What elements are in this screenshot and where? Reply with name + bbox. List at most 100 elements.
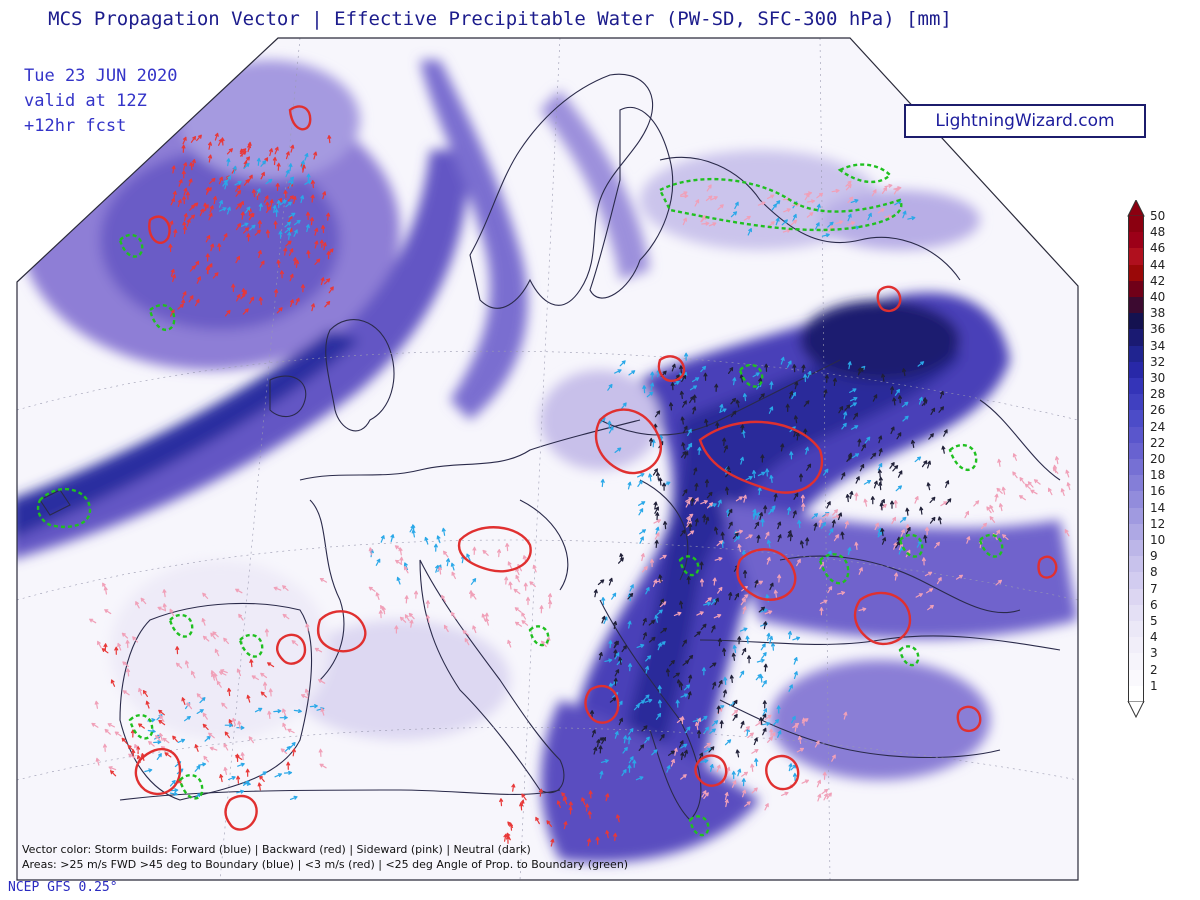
vector-arrow	[761, 680, 767, 688]
legend-cell	[1128, 329, 1144, 347]
vector-arrow	[1052, 464, 1057, 473]
vector-arrow	[692, 406, 697, 415]
vector-arrow	[614, 731, 619, 739]
vector-arrow	[682, 660, 690, 666]
vector-arrow	[246, 233, 251, 242]
vector-arrow	[238, 613, 244, 621]
vector-arrow	[186, 702, 193, 710]
vector-arrow	[655, 512, 660, 521]
vector-arrow	[653, 519, 661, 524]
vector-arrow	[276, 200, 281, 209]
legend-label: 46	[1150, 241, 1166, 256]
vector-arrow	[613, 832, 618, 842]
vector-arrow	[806, 212, 814, 218]
forecast-hour: +12hr fcst	[24, 116, 127, 136]
vector-arrow	[168, 243, 173, 253]
vector-arrow	[175, 662, 183, 669]
vector-arrow	[801, 718, 809, 724]
vector-arrow	[235, 190, 242, 197]
vector-arrow	[182, 195, 187, 205]
legend-cell	[1128, 297, 1144, 314]
vector-arrow	[196, 276, 201, 284]
vector-arrow	[766, 632, 771, 641]
vector-arrow	[880, 528, 885, 537]
vector-arrow	[821, 788, 829, 795]
vector-arrow	[739, 670, 745, 678]
vector-arrow	[692, 394, 697, 403]
vector-arrow	[196, 709, 204, 714]
vector-arrow	[219, 774, 224, 783]
vector-arrow	[214, 132, 219, 141]
legend-label: 9	[1150, 549, 1158, 564]
vector-arrow	[247, 144, 252, 153]
legend-label: 48	[1150, 225, 1166, 240]
vector-arrow	[276, 307, 283, 314]
vector-arrow	[604, 658, 613, 663]
vector-arrow	[849, 490, 854, 499]
vector-arrow	[209, 205, 214, 213]
legend-label: 26	[1150, 403, 1166, 418]
vector-arrow	[223, 637, 229, 645]
vector-arrow	[170, 309, 175, 317]
vector-arrow	[737, 543, 742, 552]
vector-arrow	[301, 694, 309, 699]
vector-arrow	[811, 513, 818, 519]
vector-arrow	[654, 614, 659, 623]
vector-arrow	[295, 259, 300, 268]
vector-arrow	[735, 529, 743, 534]
vector-arrow	[761, 652, 767, 659]
vector-arrow	[694, 199, 700, 207]
vector-arrow	[223, 233, 228, 241]
vector-arrow	[722, 647, 727, 657]
vector-arrow	[561, 792, 567, 799]
vector-arrow	[792, 772, 797, 782]
vector-arrow	[820, 522, 826, 529]
vector-arrow	[712, 577, 717, 586]
vector-arrow	[769, 381, 774, 390]
vector-arrow	[679, 365, 684, 374]
vector-arrow	[716, 764, 721, 773]
vector-arrow	[273, 220, 278, 229]
vector-arrow	[190, 136, 196, 143]
vector-arrow	[212, 272, 219, 279]
vector-arrow	[754, 579, 759, 588]
vector-arrow	[867, 212, 872, 221]
vector-arrow	[1002, 534, 1009, 540]
vector-arrow	[181, 697, 186, 705]
vector-arrow	[745, 476, 753, 481]
vector-arrow	[217, 243, 222, 252]
vector-arrow	[731, 652, 736, 661]
vector-arrow	[801, 503, 806, 512]
vector-arrow	[104, 609, 112, 615]
vector-arrow	[788, 533, 793, 542]
vector-arrow	[703, 742, 711, 749]
vector-arrow	[436, 535, 441, 544]
vector-arrow	[764, 714, 772, 720]
vector-arrow	[293, 709, 302, 713]
vector-arrow	[274, 208, 279, 217]
vector-arrow	[283, 190, 288, 199]
vector-arrow	[699, 561, 704, 570]
vector-arrow	[713, 614, 722, 619]
vector-arrow	[513, 588, 521, 595]
vector-arrow	[832, 377, 837, 386]
vector-arrow	[680, 416, 685, 425]
vector-arrow	[236, 668, 242, 677]
vector-arrow	[514, 607, 522, 613]
run-info: Tue 23 JUN 2020 valid at 12Z +12hr fcst	[24, 64, 178, 139]
vector-arrow	[681, 442, 686, 451]
vector-arrow	[191, 159, 196, 168]
vector-arrow	[318, 679, 326, 684]
vector-arrow	[921, 557, 926, 566]
vector-arrow	[201, 618, 206, 626]
vector-arrow	[925, 527, 930, 536]
vector-arrow	[523, 582, 528, 591]
vector-arrow	[232, 165, 237, 174]
vector-arrow	[994, 493, 999, 502]
vector-arrow	[684, 352, 689, 361]
vector-arrow	[635, 776, 644, 781]
vector-arrow	[720, 531, 725, 540]
vector-arrow	[764, 363, 769, 372]
vector-arrow	[511, 783, 516, 792]
vector-arrow	[657, 685, 662, 694]
